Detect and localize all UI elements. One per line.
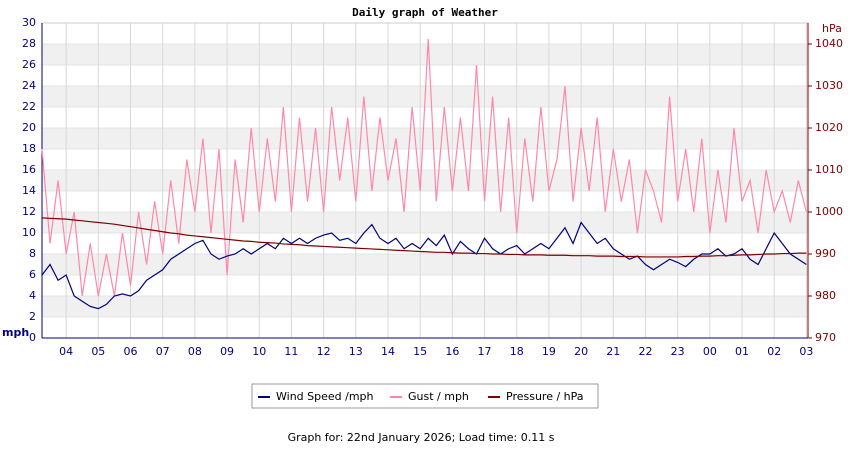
x-tick-label: 14 (381, 345, 395, 358)
y-tick-label: 28 (22, 37, 36, 50)
y2-tick-label: 1030 (815, 79, 843, 92)
x-tick-label: 09 (220, 345, 234, 358)
series-line (41, 38, 807, 297)
y-tick-label: 0 (29, 331, 36, 344)
y-tick-label: 30 (22, 16, 36, 29)
y2-tick-label: 1020 (815, 121, 843, 134)
grid-band (42, 128, 808, 149)
y-tick-label: 2 (29, 310, 36, 323)
y2-tick-label: 980 (815, 289, 836, 302)
x-tick-label: 21 (606, 345, 620, 358)
x-tick-label: 07 (156, 345, 170, 358)
x-tick-label: 00 (703, 345, 717, 358)
x-tick-label: 22 (638, 345, 652, 358)
x-tick-label: 03 (799, 345, 813, 358)
x-tick-label: 17 (478, 345, 492, 358)
grid-band (42, 254, 808, 275)
x-tick-label: 18 (510, 345, 524, 358)
x-tick-label: 15 (413, 345, 427, 358)
x-tick-label: 23 (671, 345, 685, 358)
x-tick-label: 05 (91, 345, 105, 358)
x-tick-label: 10 (252, 345, 266, 358)
x-tick-label: 12 (317, 345, 331, 358)
grid-band (42, 212, 808, 233)
grid-band (42, 170, 808, 191)
y2-tick-label: 970 (815, 331, 836, 344)
y-tick-label: 26 (22, 58, 36, 71)
x-tick-label: 16 (445, 345, 459, 358)
chart-title: Daily graph of Weather (352, 6, 498, 19)
legend-label: Wind Speed /mph (276, 390, 374, 403)
y2-tick-label: 1040 (815, 37, 843, 50)
y-tick-label: 20 (22, 121, 36, 134)
footer: Graph for: 22nd January 2026; Load time:… (288, 431, 555, 444)
x-tick-label: 01 (735, 345, 749, 358)
y2-tick-label: 1010 (815, 163, 843, 176)
y-tick-label: 6 (29, 268, 36, 281)
y-tick-label: 8 (29, 247, 36, 260)
y-tick-label: 12 (22, 205, 36, 218)
y2-axis-label: hPa (822, 22, 842, 35)
y-tick-label: 14 (22, 184, 36, 197)
y-tick-label: 18 (22, 142, 36, 155)
legend-box (251, 383, 599, 409)
x-tick-label: 06 (124, 345, 138, 358)
y-tick-label: 4 (29, 289, 36, 302)
series-line (41, 221, 807, 310)
y-tick-label: 22 (22, 100, 36, 113)
y2-tick-label: 1000 (815, 205, 843, 218)
x-tick-label: 19 (542, 345, 556, 358)
x-tick-label: 11 (284, 345, 298, 358)
series-line (41, 217, 807, 258)
legend-label: Gust / mph (408, 390, 469, 403)
y-tick-label: 16 (22, 163, 36, 176)
y-tick-label: 10 (22, 226, 36, 239)
y-tick-label: 24 (22, 79, 36, 92)
x-tick-label: 20 (574, 345, 588, 358)
x-tick-label: 13 (349, 345, 363, 358)
x-tick-label: 08 (188, 345, 202, 358)
legend-label: Pressure / hPa (506, 390, 584, 403)
y2-tick-label: 990 (815, 247, 836, 260)
x-tick-label: 04 (59, 345, 73, 358)
grid-band (42, 44, 808, 65)
x-tick-label: 02 (767, 345, 781, 358)
grid-band (42, 296, 808, 317)
y-axis-label: mph (2, 326, 29, 339)
plot-area (42, 22, 808, 339)
